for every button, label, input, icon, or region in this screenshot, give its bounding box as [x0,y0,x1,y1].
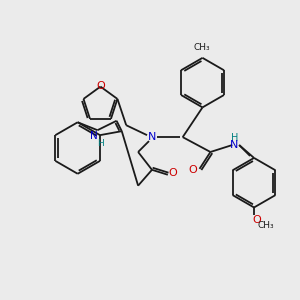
Text: O: O [253,215,261,225]
Text: N: N [230,140,238,150]
Text: O: O [188,165,197,175]
Text: CH₃: CH₃ [193,43,210,52]
Text: N: N [148,132,156,142]
Text: H: H [97,139,104,148]
Text: H: H [230,133,238,143]
Text: CH₃: CH₃ [258,221,274,230]
Text: O: O [96,81,105,91]
Text: O: O [168,168,177,178]
Text: N: N [90,131,98,141]
